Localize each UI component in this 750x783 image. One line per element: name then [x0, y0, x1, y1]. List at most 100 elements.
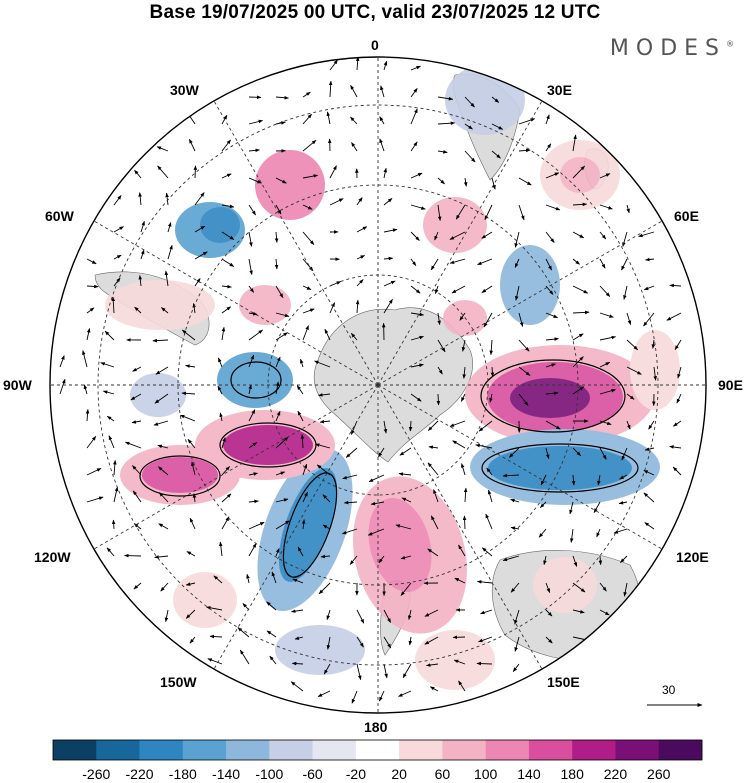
wind-arrow	[599, 361, 611, 368]
wind-arrow	[383, 228, 398, 233]
wind-arrow	[410, 204, 426, 210]
anomaly-neg-95w	[130, 373, 186, 417]
wind-arrow	[378, 555, 385, 564]
wind-arrow	[161, 307, 169, 314]
wind-arrow	[623, 285, 628, 300]
wind-arrow	[124, 441, 142, 449]
wind-arrow	[599, 312, 614, 318]
wind-arrow	[410, 258, 417, 266]
meridians	[50, 57, 706, 713]
wind-arrow	[463, 487, 468, 503]
wind-arrow	[82, 350, 88, 368]
wind-arrow	[572, 609, 585, 614]
anomaly-neg-100w	[217, 352, 293, 408]
wind-arrow	[672, 466, 682, 476]
wind-arrow	[481, 285, 493, 293]
wind-arrow	[437, 177, 445, 185]
wind-arrow	[217, 357, 223, 368]
contour-90e	[480, 359, 626, 433]
wind-arrow	[395, 524, 412, 530]
wind-arrow	[449, 258, 466, 264]
wind-arrow	[156, 146, 169, 152]
wind-arrow	[669, 283, 682, 288]
wind-vectors	[59, 57, 682, 704]
wind-arrow	[410, 88, 418, 98]
wind-arrow	[491, 150, 501, 159]
wind-arrow	[207, 658, 223, 665]
wind-arrow	[598, 555, 603, 566]
wind-arrow	[345, 447, 358, 458]
wind-arrow	[300, 434, 305, 449]
wind-arrow	[86, 328, 91, 341]
wind-arrow	[545, 636, 553, 644]
colorbar-frame	[52, 739, 703, 761]
wind-arrow	[329, 59, 338, 71]
wind-arrow	[653, 366, 657, 381]
wind-arrow	[572, 582, 586, 593]
wind-arrow	[510, 498, 520, 503]
wind-arrow	[356, 663, 362, 681]
wind-arrow	[508, 447, 520, 458]
wind-arrow	[86, 284, 99, 289]
wind-arrow	[425, 663, 439, 667]
wind-arrow	[437, 339, 446, 353]
wind-arrow	[297, 546, 304, 557]
wind-arrow	[322, 524, 331, 530]
wind-arrow	[454, 577, 466, 584]
wind-arrow	[481, 547, 493, 557]
wind-arrow	[155, 366, 169, 375]
meridian-line	[93, 220, 379, 386]
label-lon-30w: 30W	[170, 82, 199, 98]
wind-arrow	[239, 649, 250, 665]
wind-arrow	[593, 501, 601, 513]
wind-arrow	[483, 312, 493, 328]
wind-arrow	[132, 465, 142, 476]
label-lon-120e: 120E	[676, 549, 709, 565]
wind-arrow	[400, 582, 412, 596]
wind-arrow	[275, 410, 281, 422]
wind-arrow	[275, 285, 284, 299]
label-lon-30e: 30E	[547, 82, 572, 98]
wind-arrow	[302, 139, 317, 152]
wind-arrow	[383, 280, 396, 287]
wind-arrow	[302, 91, 311, 98]
wind-arrow	[572, 231, 585, 239]
colorbar-swatch	[182, 740, 227, 760]
label-lon-120w: 120W	[34, 549, 71, 565]
wind-arrow	[217, 385, 223, 395]
wind-arrow	[275, 356, 281, 368]
wind-arrow	[351, 142, 358, 152]
wind-arrow	[221, 437, 226, 449]
wind-arrow	[383, 256, 394, 261]
wind-arrow	[545, 337, 559, 341]
wind-arrow	[356, 197, 363, 206]
wind-arrow	[599, 335, 617, 341]
wind-arrow	[458, 680, 466, 692]
wind-arrow	[378, 447, 385, 458]
colorbar-swatch	[485, 740, 530, 760]
anomaly-pos-20w	[255, 150, 325, 220]
wind-arrow	[489, 393, 493, 403]
wind-arrow	[669, 445, 682, 449]
wind-arrow	[181, 391, 196, 396]
wind-arrow	[350, 116, 358, 125]
wind-arrow	[356, 609, 365, 624]
wind-arrow	[134, 306, 142, 314]
wind-arrow	[437, 204, 442, 222]
wind-arrow	[248, 442, 258, 449]
wind-arrow	[619, 474, 628, 480]
label-lon-90w: 90W	[3, 377, 32, 393]
wind-arrow	[383, 636, 392, 649]
wind-arrow	[271, 571, 277, 584]
wind-arrow	[246, 573, 250, 584]
wind-arrow	[424, 636, 439, 645]
wind-arrow	[328, 80, 333, 98]
wind-arrow	[434, 285, 439, 295]
wind-arrow	[294, 636, 304, 640]
wind-arrow	[464, 123, 473, 130]
wind-arrow	[543, 555, 547, 566]
wind-arrow	[356, 279, 364, 287]
wind-arrow	[427, 548, 439, 557]
wind-arrow	[545, 143, 552, 152]
wind-arrow	[572, 134, 577, 152]
